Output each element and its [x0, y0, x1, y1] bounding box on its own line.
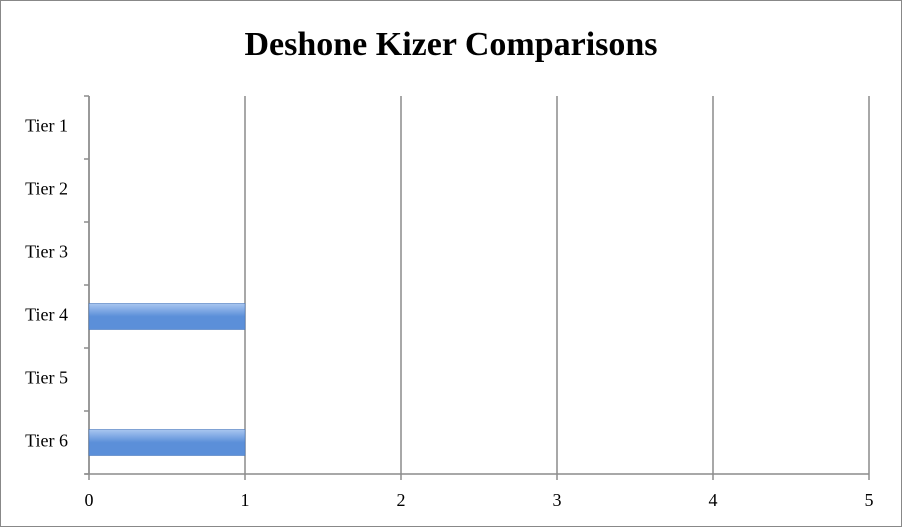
y-tick-label: Tier 5 [25, 368, 68, 388]
x-tick-label: 1 [241, 490, 250, 510]
x-tick-label: 4 [709, 490, 718, 510]
y-tick-label: Tier 3 [25, 242, 68, 262]
x-tick-label: 3 [553, 490, 562, 510]
bar [88, 303, 246, 330]
x-tick-label: 5 [865, 490, 874, 510]
x-tick-label: 0 [85, 490, 94, 510]
y-tick-label: Tier 4 [25, 305, 68, 325]
x-tick-label: 2 [397, 490, 406, 510]
chart-title: Deshone Kizer Comparisons [244, 26, 657, 63]
bar [88, 429, 246, 456]
y-tick-label: Tier 1 [25, 116, 68, 136]
y-tick-label: Tier 2 [25, 179, 68, 199]
y-tick-label: Tier 6 [25, 431, 68, 451]
